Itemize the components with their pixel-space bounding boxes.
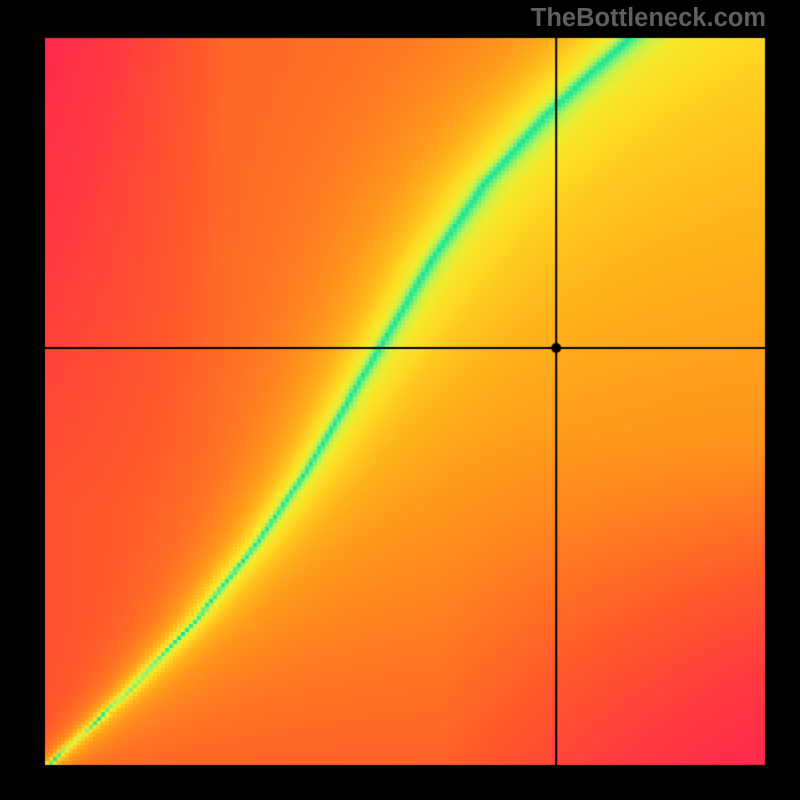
bottleneck-heatmap (0, 0, 800, 800)
watermark-text: TheBottleneck.com (531, 4, 766, 33)
